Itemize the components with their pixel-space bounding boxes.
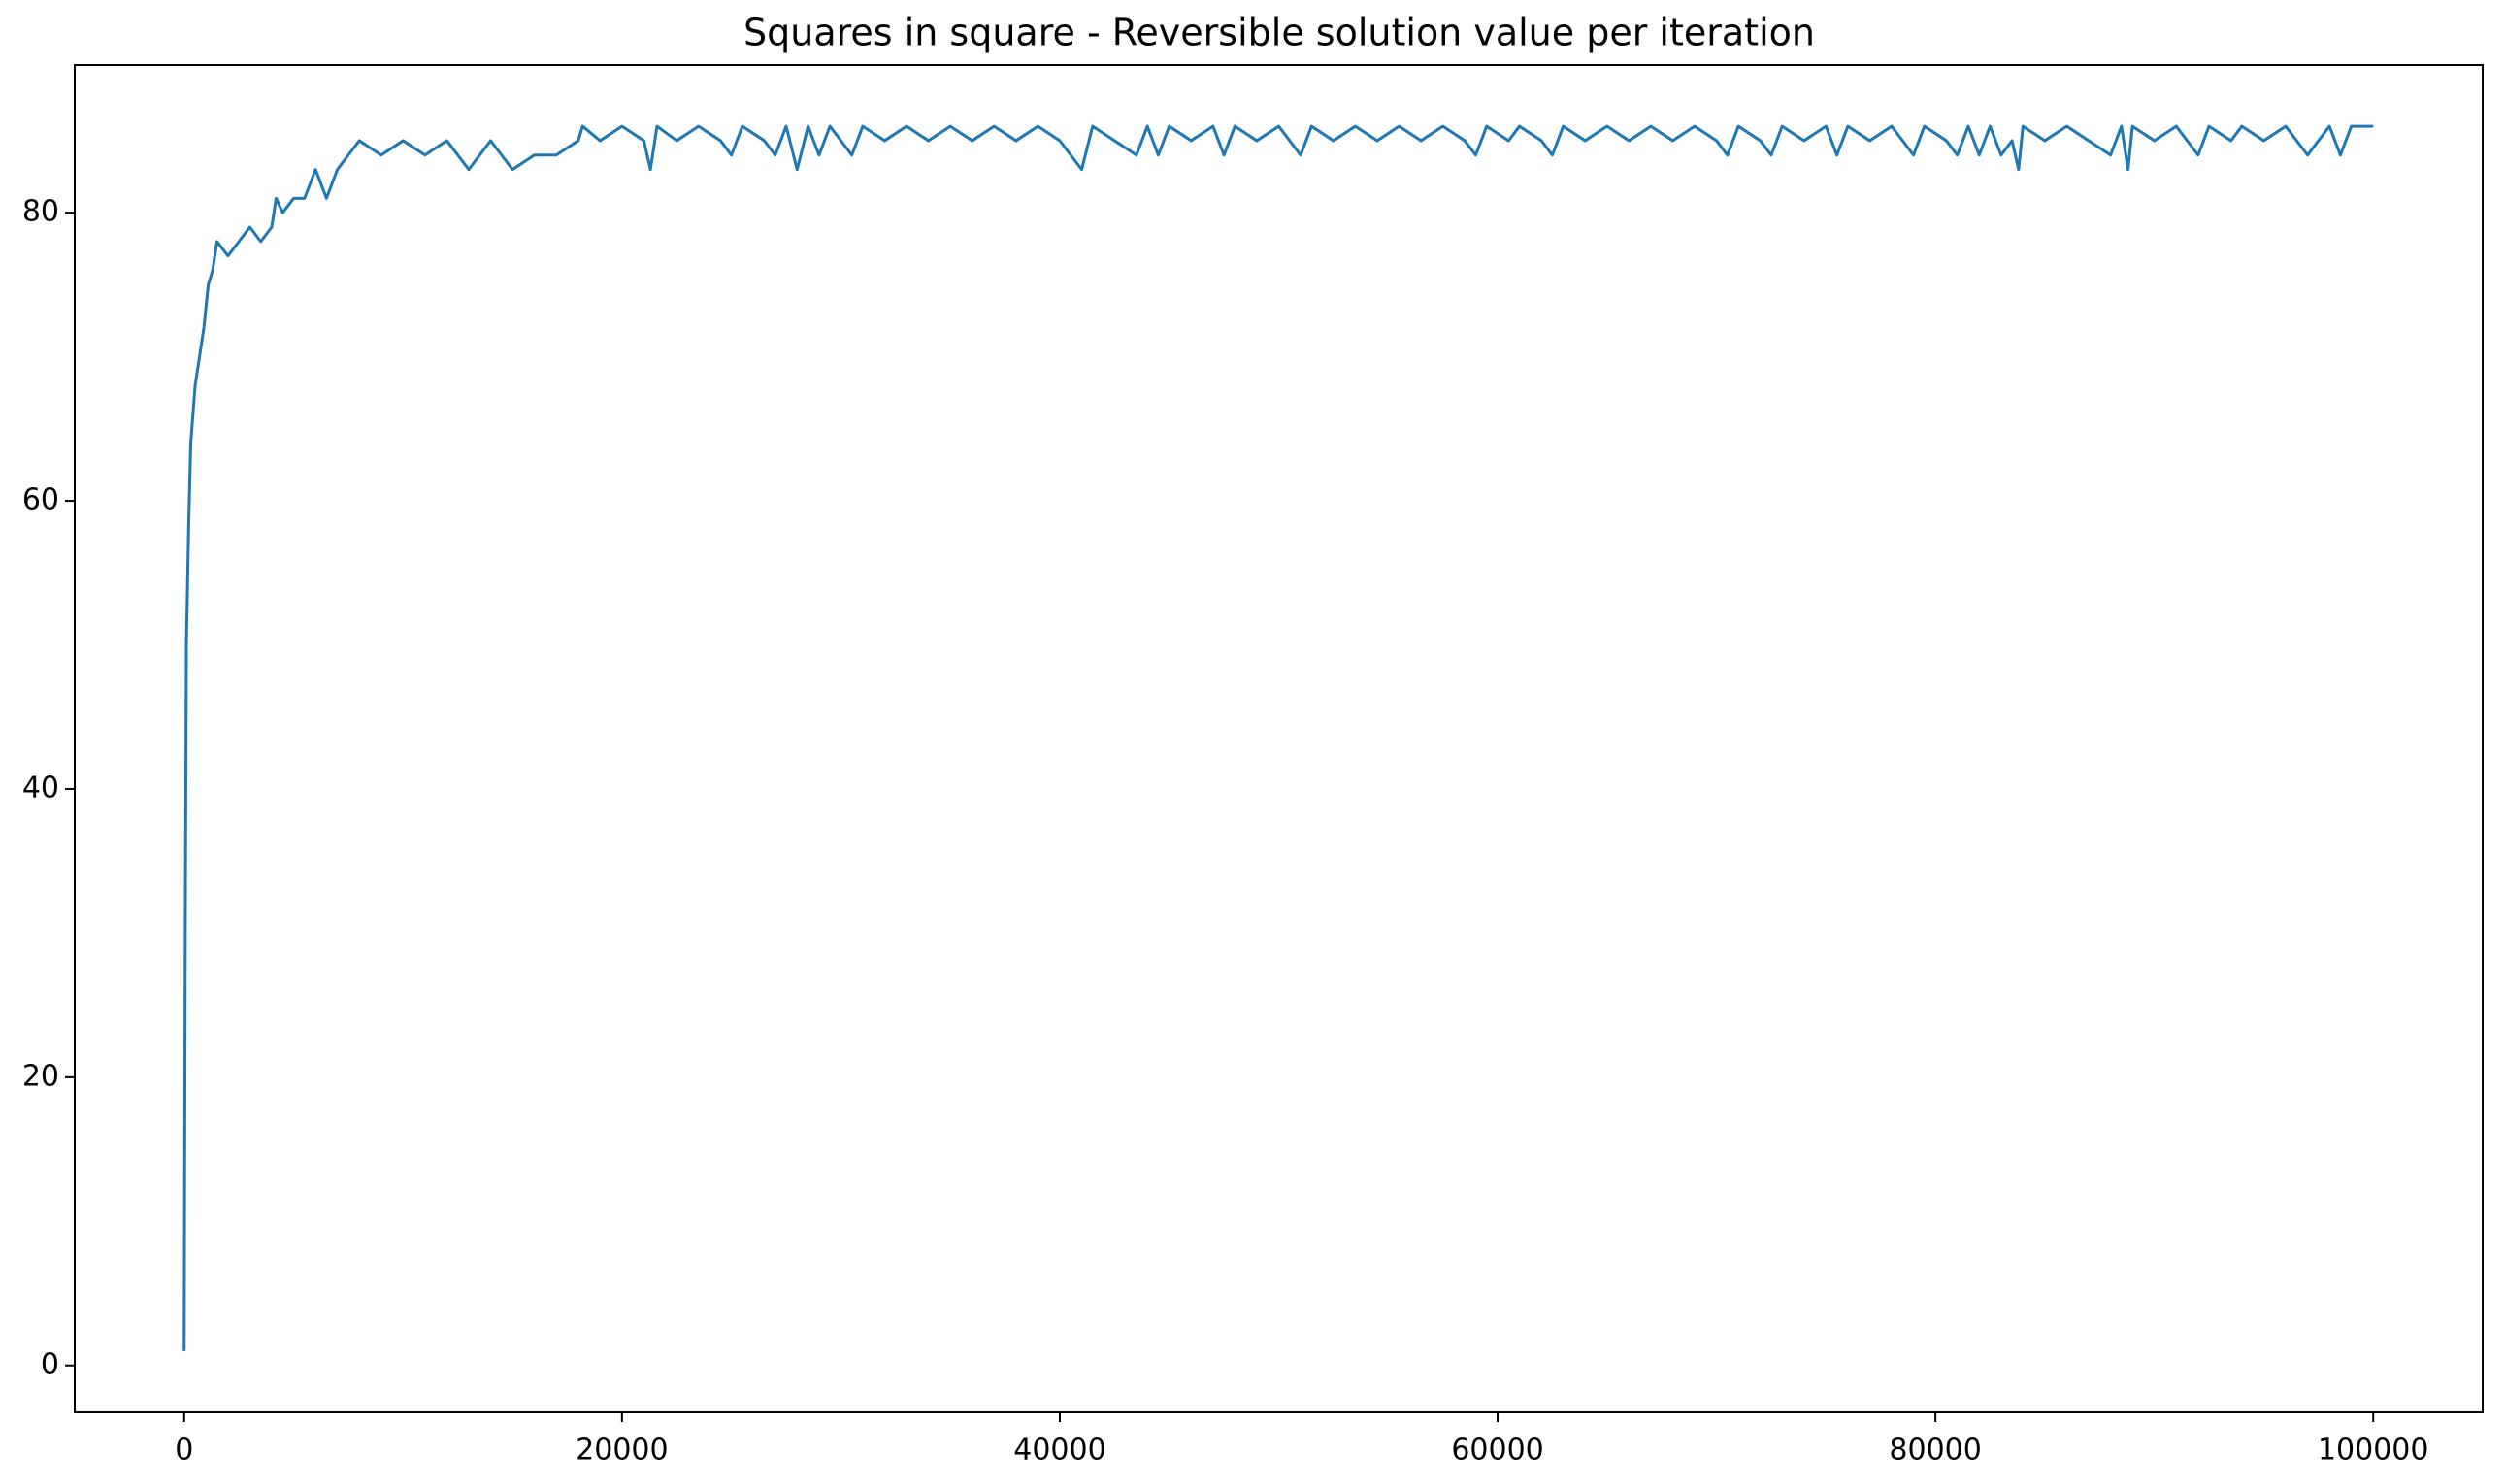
y-tick-label: 60 (22, 483, 59, 517)
x-tick-label: 0 (175, 1434, 193, 1468)
y-tick-label: 80 (22, 195, 59, 229)
x-tick-label: 40000 (1013, 1434, 1105, 1468)
x-tick-label: 100000 (2318, 1434, 2429, 1468)
x-tick-label: 20000 (576, 1434, 668, 1468)
y-tick-label: 20 (22, 1059, 59, 1093)
y-tick-label: 40 (22, 771, 59, 805)
chart-title: Squares in square - Reversible solution … (743, 12, 1815, 54)
y-tick-label: 0 (41, 1347, 59, 1381)
x-tick-label: 80000 (1889, 1434, 1981, 1468)
plot-frame (74, 64, 2484, 1413)
data-line (182, 124, 2374, 1351)
x-tick-label: 60000 (1451, 1434, 1543, 1468)
